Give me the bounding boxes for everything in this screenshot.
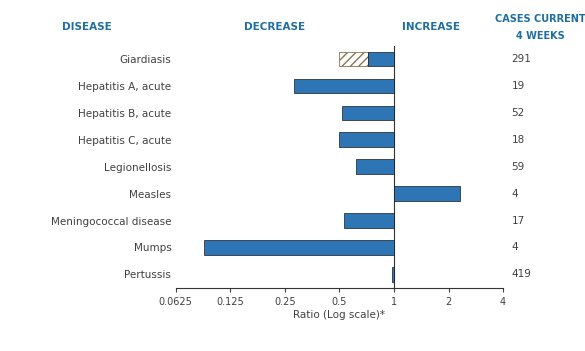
Text: 18: 18	[511, 135, 525, 145]
Text: DECREASE: DECREASE	[244, 22, 305, 32]
Text: 419: 419	[511, 269, 531, 279]
Bar	[391, 267, 394, 282]
Bar	[394, 186, 459, 201]
Text: 19: 19	[511, 81, 525, 91]
Text: 291: 291	[511, 54, 531, 64]
Text: 59: 59	[511, 162, 525, 172]
Bar	[344, 213, 394, 228]
Bar	[204, 240, 394, 255]
Bar	[342, 106, 394, 120]
Bar	[294, 79, 394, 93]
Bar	[339, 52, 368, 66]
Bar	[356, 159, 394, 174]
Bar	[368, 52, 394, 66]
X-axis label: Ratio (Log scale)*: Ratio (Log scale)*	[293, 310, 386, 320]
Text: 17: 17	[511, 216, 525, 226]
Text: INCREASE: INCREASE	[402, 22, 460, 32]
Text: 4: 4	[511, 243, 518, 252]
Bar	[339, 132, 394, 147]
Text: 52: 52	[511, 108, 525, 118]
Text: CASES CURRENT: CASES CURRENT	[495, 14, 585, 24]
Text: 4 WEEKS: 4 WEEKS	[517, 31, 565, 41]
Text: DISEASE: DISEASE	[63, 22, 112, 32]
Text: 4: 4	[511, 188, 518, 199]
